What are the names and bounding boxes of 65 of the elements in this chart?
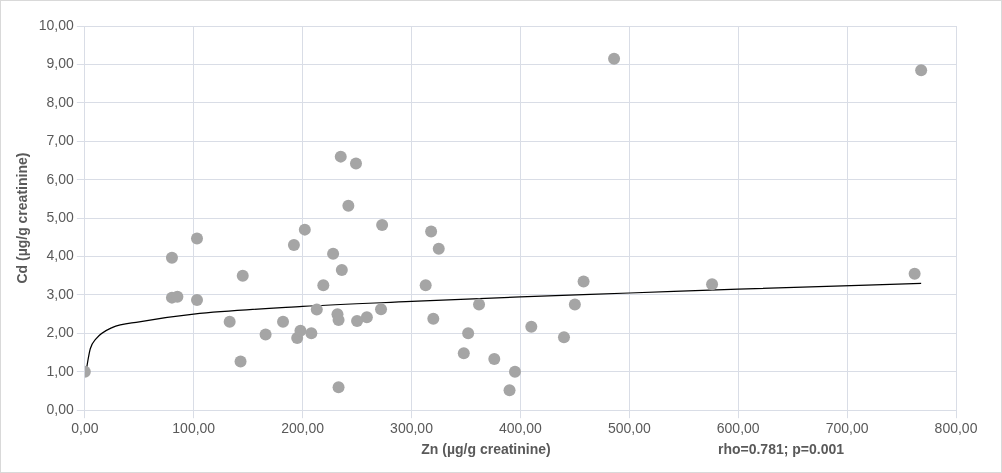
point — [608, 52, 621, 65]
point — [425, 225, 438, 238]
x-tick-label: 300,00 — [390, 420, 434, 437]
point — [577, 275, 590, 288]
point — [706, 278, 719, 291]
point — [557, 331, 570, 344]
point — [277, 315, 290, 328]
point — [298, 223, 311, 236]
point — [457, 347, 470, 360]
point — [310, 303, 323, 316]
y-tick-label: 3,00 — [46, 285, 75, 302]
x-tick-label: 700,00 — [825, 420, 869, 437]
point — [432, 242, 445, 255]
y-tick-label: 2,00 — [46, 324, 75, 341]
point — [351, 315, 364, 328]
point — [294, 324, 307, 337]
point — [525, 320, 538, 333]
x-axis-title: Zn (µg/g creatinine) — [420, 441, 552, 457]
point — [427, 312, 440, 325]
point — [503, 384, 516, 397]
point — [191, 293, 203, 306]
y-tick-label: 4,00 — [46, 247, 75, 264]
y-axis-title: Cd (µg/g creatinine) — [14, 152, 31, 284]
y-tick-label: 7,00 — [46, 132, 75, 149]
x-tick-label: 800,00 — [934, 420, 978, 437]
x-tick-label: 100,00 — [172, 420, 216, 437]
x-tick-label: 400,00 — [499, 420, 543, 437]
point — [342, 199, 355, 212]
point — [462, 327, 475, 340]
point — [259, 328, 272, 341]
y-tick-label: 5,00 — [46, 208, 75, 225]
point — [376, 219, 389, 232]
point — [375, 303, 388, 316]
point — [508, 365, 521, 378]
point — [317, 279, 330, 292]
text: rho=0.781; p=0.001 — [716, 441, 846, 457]
point — [488, 353, 501, 366]
point — [287, 238, 300, 251]
y-tick-label: 6,00 — [46, 170, 75, 187]
y-tick-label: 1,00 — [46, 362, 75, 379]
point — [223, 315, 236, 328]
x-tick-label: 500,00 — [607, 420, 651, 437]
point — [908, 267, 921, 280]
point — [335, 263, 348, 276]
y-tick-label: 9,00 — [46, 55, 75, 72]
x-tick-label: 0,00 — [71, 420, 99, 437]
point — [327, 247, 340, 260]
point — [234, 355, 247, 368]
point — [191, 232, 203, 245]
point — [360, 311, 373, 324]
point — [568, 298, 581, 311]
y-tick-label: 8,00 — [46, 93, 75, 110]
point — [165, 251, 178, 264]
point — [332, 381, 345, 394]
y-tick-label: 0,00 — [46, 401, 75, 418]
y-tick-label: 10,00 — [38, 16, 75, 33]
point — [349, 157, 362, 170]
point — [334, 150, 347, 163]
point — [419, 279, 432, 292]
point — [915, 64, 928, 77]
point — [473, 298, 486, 311]
x-tick-label: 600,00 — [716, 420, 760, 437]
x-tick-label: 200,00 — [281, 420, 325, 437]
point — [236, 269, 249, 282]
point — [305, 327, 318, 340]
